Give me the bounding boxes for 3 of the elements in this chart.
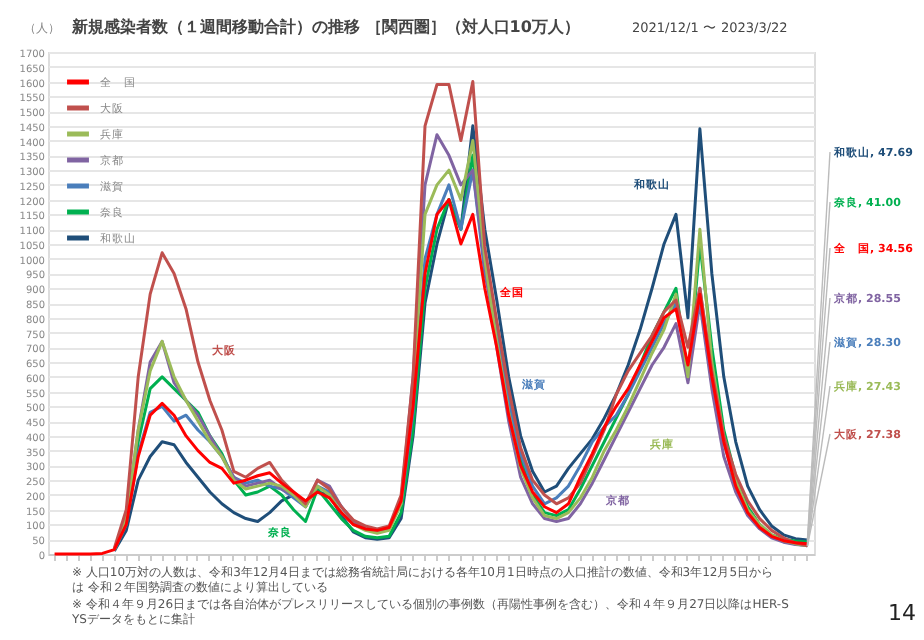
- line-series: [53, 198, 809, 556]
- chart-title: 新規感染者数（１週間移動合計）の推移 ［関西圏］（対人口10万人）: [70, 16, 580, 36]
- text: 14: [888, 600, 916, 626]
